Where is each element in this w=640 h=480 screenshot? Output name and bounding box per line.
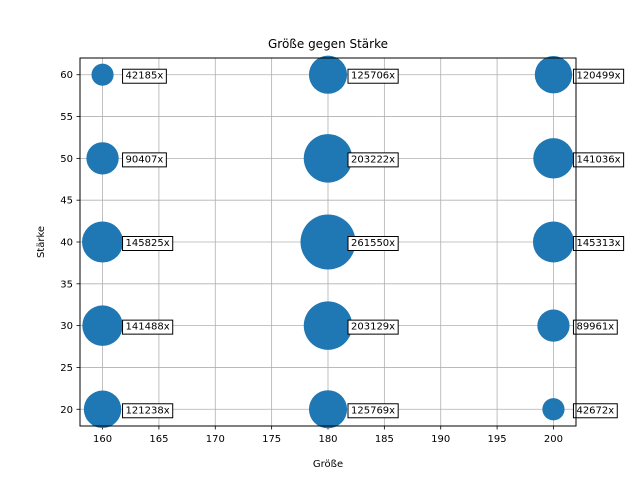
data-point [533, 138, 573, 178]
x-tick-label: 185 [375, 434, 394, 445]
data-point [304, 134, 352, 182]
y-axis-label: Stärke [36, 226, 47, 258]
x-tick-label: 200 [544, 434, 563, 445]
point-label: 121238x [126, 405, 170, 416]
y-tick-label: 40 [60, 238, 73, 249]
point-label: 125706x [351, 71, 395, 82]
point-label: 141036x [576, 154, 620, 165]
data-point [304, 301, 352, 349]
point-label: 141488x [126, 322, 170, 333]
point-label: 203129x [351, 322, 395, 333]
data-point [533, 222, 574, 263]
y-tick-label: 45 [60, 196, 73, 207]
y-tick-label: 55 [60, 112, 73, 123]
data-point [84, 391, 121, 428]
y-tick-label: 30 [60, 321, 73, 332]
chart-title: Größe gegen Stärke [268, 37, 388, 51]
x-tick-label: 195 [488, 434, 507, 445]
x-tick-label: 175 [262, 434, 281, 445]
y-tick-label: 20 [60, 405, 73, 416]
x-tick-label: 160 [93, 434, 112, 445]
x-tick-label: 190 [431, 434, 450, 445]
data-point [301, 215, 356, 270]
point-label: 42672x [576, 405, 614, 416]
data-point [309, 390, 347, 428]
y-tick-label: 25 [60, 363, 73, 374]
x-tick-label: 170 [206, 434, 225, 445]
data-point [542, 398, 564, 420]
x-tick-label: 165 [149, 434, 168, 445]
point-label: 89961x [576, 322, 614, 333]
point-label: 203222x [351, 154, 395, 165]
data-point [309, 56, 347, 94]
data-point [82, 221, 123, 262]
point-label: 125769x [351, 405, 395, 416]
point-label: 42185x [126, 71, 164, 82]
y-tick-label: 60 [60, 70, 73, 81]
data-point [537, 310, 569, 342]
point-label: 145825x [126, 238, 170, 249]
x-axis-label: Größe [313, 459, 343, 470]
point-label: 261550x [351, 238, 395, 249]
data-point [92, 64, 114, 86]
point-label: 120499x [576, 71, 620, 82]
data-point [82, 305, 122, 345]
data-point [535, 56, 572, 93]
y-tick-label: 35 [60, 279, 73, 290]
point-label: 90407x [126, 154, 164, 165]
point-label: 145313x [576, 238, 620, 249]
data-point [86, 142, 118, 174]
x-tick-label: 180 [318, 434, 337, 445]
y-tick-label: 50 [60, 154, 73, 165]
